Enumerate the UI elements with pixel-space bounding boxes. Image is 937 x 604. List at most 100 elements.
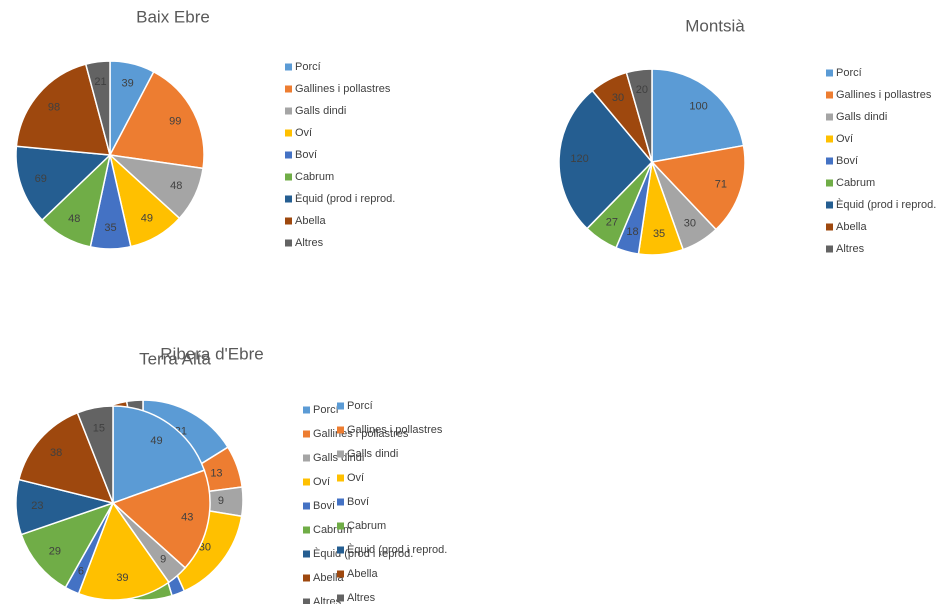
- legend-label: Boví: [313, 500, 335, 512]
- data-label: 35: [104, 222, 116, 234]
- legend-label: Altres: [295, 237, 324, 249]
- legend-label: Altres: [347, 592, 376, 604]
- legend-label: Abella: [295, 215, 326, 227]
- legend-label: Galls dindi: [295, 105, 346, 117]
- legend-swatch: [285, 173, 292, 181]
- data-label: 48: [68, 213, 80, 225]
- legend-swatch: [303, 526, 310, 534]
- pie-slice: [112, 405, 206, 505]
- pie-slice: [76, 405, 114, 504]
- legend-swatch: [285, 195, 292, 203]
- legend-label: Boví: [836, 155, 858, 167]
- legend-label: Abella: [836, 221, 867, 233]
- pie-slice: [108, 70, 205, 170]
- legend-swatch: [303, 454, 310, 462]
- chart-title: Baix Ebre: [136, 7, 210, 26]
- legend-swatch: [826, 179, 833, 187]
- data-label: 71: [715, 179, 727, 191]
- data-label: 100: [689, 100, 707, 112]
- legend-label: Èquid (prod i reprod.: [347, 543, 447, 556]
- data-label: 49: [150, 435, 162, 447]
- chart: Baix Ebre 39 99 48 49 35 48 69 98 21 Porcí Gallines…: [15, 7, 395, 250]
- legend-swatch: [337, 450, 344, 458]
- legend-swatch: [337, 498, 344, 506]
- data-label: 23: [31, 500, 43, 512]
- legend-swatch: [826, 135, 833, 143]
- legend-label: Altres: [313, 596, 342, 604]
- pie-slice: [651, 68, 745, 163]
- legend-swatch: [826, 113, 833, 121]
- legend-label: Galls dindi: [313, 452, 364, 464]
- legend-label: Cabrum: [295, 171, 334, 183]
- legend-swatch: [826, 245, 833, 253]
- legend-swatch: [303, 502, 310, 510]
- legend-swatch: [285, 85, 292, 93]
- data-label: 20: [636, 84, 648, 96]
- legend-swatch: [303, 574, 310, 582]
- data-label: 99: [169, 116, 181, 128]
- legend-label: Abella: [313, 572, 344, 584]
- legend-swatch: [826, 69, 833, 77]
- legend-label: Oví: [347, 472, 364, 484]
- legend-swatch: [285, 151, 292, 159]
- pie-slice: [15, 145, 112, 222]
- legend-swatch: [303, 430, 310, 438]
- legend-swatch: [337, 474, 344, 482]
- legend-swatch: [337, 522, 344, 530]
- pie-slice: [15, 63, 112, 156]
- legend-swatch: [303, 406, 310, 414]
- legend-label: Galls dindi: [836, 111, 887, 123]
- legend-label: Cabrum: [347, 520, 386, 532]
- data-label: 9: [218, 495, 224, 507]
- legend-swatch: [303, 478, 310, 486]
- legend-label: Oví: [295, 127, 312, 139]
- legend-label: Èquid (prod i reprod.: [295, 192, 395, 205]
- legend-label: Porcí: [295, 61, 321, 73]
- data-label: 120: [570, 153, 588, 165]
- data-label: 13: [210, 468, 222, 480]
- legend-swatch: [826, 223, 833, 231]
- data-label: 49: [141, 212, 153, 224]
- legend-swatch: [826, 91, 833, 99]
- legend-swatch: [285, 129, 292, 137]
- legend-swatch: [826, 201, 833, 209]
- pie-slice: [558, 89, 654, 230]
- legend-swatch: [337, 546, 344, 554]
- legend-label: Gallines i pollastres: [836, 89, 932, 101]
- pie-slice: [111, 469, 211, 569]
- pie-slice: [20, 501, 115, 589]
- legend-label: Boví: [295, 149, 317, 161]
- data-label: 30: [684, 218, 696, 230]
- legend-swatch: [337, 594, 344, 602]
- data-label: 38: [50, 447, 62, 459]
- data-label: 27: [606, 216, 618, 228]
- data-label: 48: [170, 180, 182, 192]
- legend-label: Èquid (prod i reprod.: [836, 198, 936, 211]
- legend-label: Boví: [347, 496, 369, 508]
- data-label: 39: [116, 572, 128, 584]
- pie-slice: [84, 60, 111, 156]
- data-label: 29: [49, 545, 61, 557]
- legend-swatch: [285, 107, 292, 115]
- data-label: 18: [626, 226, 638, 238]
- legend-swatch: [303, 550, 310, 558]
- pie-slice: [77, 501, 170, 601]
- data-label: 69: [35, 173, 47, 185]
- data-label: 98: [48, 102, 60, 114]
- data-label: 21: [94, 76, 106, 88]
- legend-swatch: [337, 402, 344, 410]
- legend-swatch: [285, 217, 292, 225]
- data-label: 30: [612, 92, 624, 104]
- chart-title: Ribera d'Ebre: [160, 344, 263, 363]
- pie-slice: [625, 68, 653, 163]
- legend-label: Cabrum: [836, 177, 875, 189]
- data-label: 30: [199, 541, 211, 553]
- legend-label: Gallines i pollastres: [347, 424, 443, 436]
- data-label: 35: [653, 228, 665, 240]
- legend-swatch: [337, 426, 344, 434]
- pie-slice: [650, 144, 746, 231]
- legend-swatch: [337, 570, 344, 578]
- legend-label: Oví: [836, 133, 853, 145]
- data-label: 6: [78, 565, 84, 577]
